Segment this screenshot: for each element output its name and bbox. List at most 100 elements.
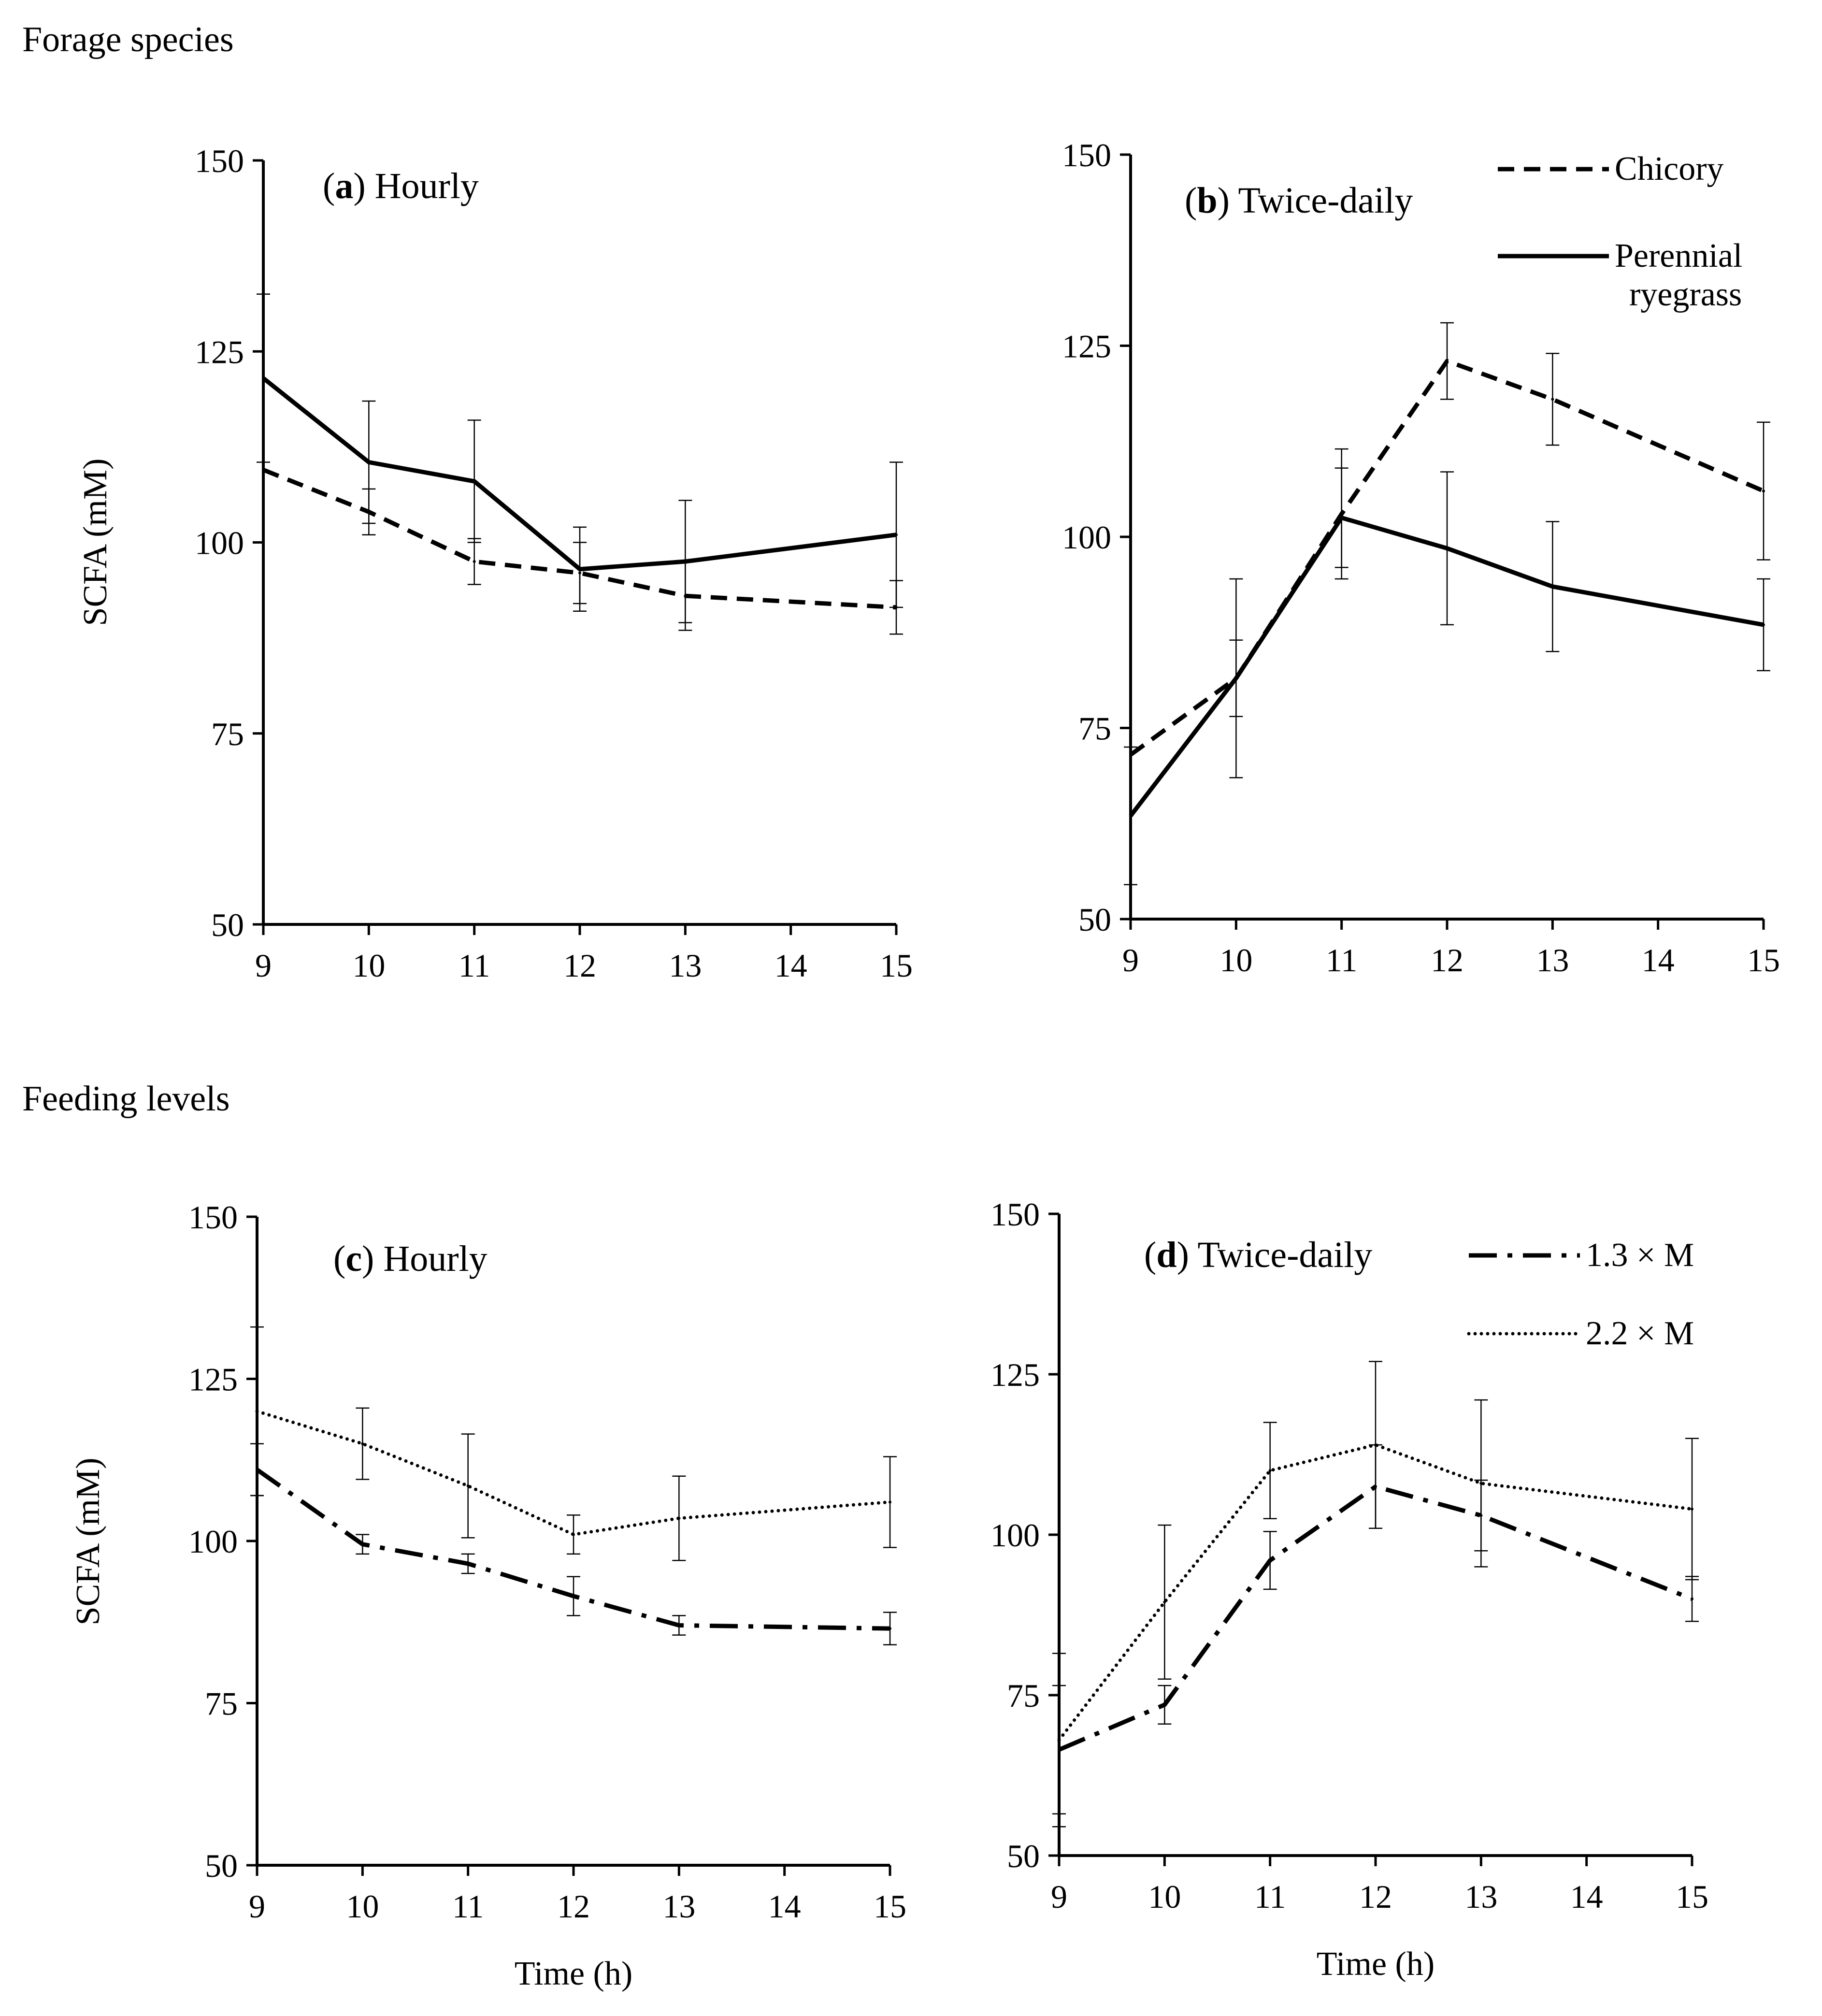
x-tick-label: 12 xyxy=(563,947,596,984)
series-2-2-m xyxy=(250,1326,897,1561)
y-tick-label: 75 xyxy=(1078,710,1111,747)
y-tick-label: 100 xyxy=(990,1517,1040,1554)
series-line xyxy=(256,1468,890,1631)
data-point xyxy=(1691,1597,1693,1600)
section-title-feeding-levels: Feeding levels xyxy=(22,1079,230,1119)
x-tick-label: 11 xyxy=(1326,942,1357,979)
series-perennial-ryegrass xyxy=(1124,467,1770,886)
data-point xyxy=(473,560,476,563)
data-point xyxy=(1762,623,1765,626)
y-tick-label: 125 xyxy=(990,1356,1040,1393)
chart-panel-a: 50 75 100 125 150 9 10 11 12 13 14 15 SCFA (mM) (a) H… xyxy=(77,143,913,984)
data-point xyxy=(1129,814,1132,818)
chart-panel-d: 50 75 100 125 150 9 10 11 12 13 14 15 Time (h) (d) Tw… xyxy=(990,1196,1708,1983)
data-point xyxy=(1446,360,1449,363)
chart-panel-b: 50 75 100 125 150 9 10 11 12 13 14 15 (b) Twice-dail… xyxy=(1062,137,1780,979)
series-line xyxy=(1058,1484,1693,1752)
panel-title: (d) Twice-daily xyxy=(1144,1235,1372,1275)
data-point xyxy=(1058,1738,1061,1742)
data-point xyxy=(1163,1600,1166,1604)
data-point xyxy=(1340,516,1343,519)
series-line xyxy=(1057,1443,1694,1742)
legend: 1.3 × M 2.2 × M xyxy=(1467,1237,1694,1352)
data-point xyxy=(262,468,265,472)
data-point xyxy=(572,1533,575,1536)
data-point xyxy=(684,560,687,563)
data-point xyxy=(1268,1469,1272,1472)
y-tick-label: 125 xyxy=(188,1361,238,1398)
data-point xyxy=(1163,1703,1166,1706)
data-point xyxy=(1762,490,1765,493)
legend-label: Perennial xyxy=(1615,237,1742,274)
x-tick-label: 13 xyxy=(1464,1878,1497,1915)
legend-label: 1.3 × M xyxy=(1586,1237,1694,1274)
x-tick-label: 12 xyxy=(557,1888,590,1925)
series-perennial-ryegrass xyxy=(257,293,903,623)
data-point xyxy=(367,461,371,464)
y-tick-label: 50 xyxy=(1078,901,1111,938)
x-tick-label: 11 xyxy=(1254,1878,1286,1915)
y-axis-label: SCFA (mM) xyxy=(70,1458,107,1626)
y-tick-label: 75 xyxy=(205,1685,238,1722)
series-line xyxy=(255,1410,892,1537)
data-point xyxy=(572,1595,575,1598)
x-tick-label: 14 xyxy=(1570,1878,1603,1915)
legend-label: 2.2 × M xyxy=(1586,1315,1694,1352)
data-point xyxy=(677,1624,681,1627)
x-axis-label: Time (h) xyxy=(1317,1945,1435,1983)
y-tick-label: 50 xyxy=(1007,1838,1040,1874)
x-tick-label: 9 xyxy=(1051,1878,1067,1915)
x-tick-label: 14 xyxy=(768,1888,801,1925)
x-tick-label: 10 xyxy=(1148,1878,1181,1915)
data-point xyxy=(1691,1507,1693,1511)
y-tick-label: 50 xyxy=(211,907,244,943)
data-point xyxy=(1479,1482,1483,1485)
panel-title: (b) Twice-daily xyxy=(1185,180,1413,221)
data-point xyxy=(1234,677,1238,680)
y-tick-label: 150 xyxy=(1062,137,1111,173)
x-tick-label: 15 xyxy=(1676,1878,1708,1915)
data-point xyxy=(361,1542,364,1546)
panel-letter: a xyxy=(335,166,353,206)
y-tick-label: 150 xyxy=(990,1196,1040,1233)
panel-title: (c) Hourly xyxy=(333,1238,488,1279)
series-line xyxy=(262,468,897,610)
x-tick-label: 10 xyxy=(352,947,385,984)
x-tick-label: 13 xyxy=(1536,942,1569,979)
y-axis-label: SCFA (mM) xyxy=(77,459,114,626)
x-axis-label: Time (h) xyxy=(515,1955,632,1992)
panel-letter: c xyxy=(345,1238,362,1279)
x-tick-label: 11 xyxy=(452,1888,484,1925)
x-tick-label: 15 xyxy=(874,1888,906,1925)
legend-label: ryegrass xyxy=(1629,276,1742,313)
section-title-forage-species: Forage species xyxy=(22,20,234,59)
x-tick-label: 13 xyxy=(662,1888,695,1925)
y-tick-label: 75 xyxy=(211,716,244,752)
y-tick-label: 125 xyxy=(1062,328,1111,365)
y-tick-label: 150 xyxy=(188,1199,238,1236)
x-tick-label: 15 xyxy=(880,947,913,984)
y-tick-label: 125 xyxy=(195,333,244,370)
x-tick-label: 14 xyxy=(1642,942,1675,979)
x-tick-label: 12 xyxy=(1359,1878,1392,1915)
series-line xyxy=(1129,359,1765,757)
y-tick-label: 50 xyxy=(205,1847,238,1884)
x-tick-label: 9 xyxy=(255,947,272,984)
panel-letter: d xyxy=(1156,1235,1176,1275)
legend-label: Chicory xyxy=(1615,150,1724,187)
data-point xyxy=(1446,547,1449,550)
data-point xyxy=(1551,398,1554,401)
series-line xyxy=(1129,515,1764,818)
x-tick-label: 10 xyxy=(1219,942,1252,979)
data-point xyxy=(361,1442,364,1445)
series-chicory xyxy=(262,468,903,635)
y-tick-label: 150 xyxy=(195,143,244,179)
x-tick-label: 9 xyxy=(1122,942,1139,979)
data-point xyxy=(889,1500,891,1504)
data-point xyxy=(466,1562,470,1565)
data-point xyxy=(466,1484,470,1487)
panel-letter: b xyxy=(1197,180,1217,221)
y-tick-label: 100 xyxy=(1062,519,1111,556)
